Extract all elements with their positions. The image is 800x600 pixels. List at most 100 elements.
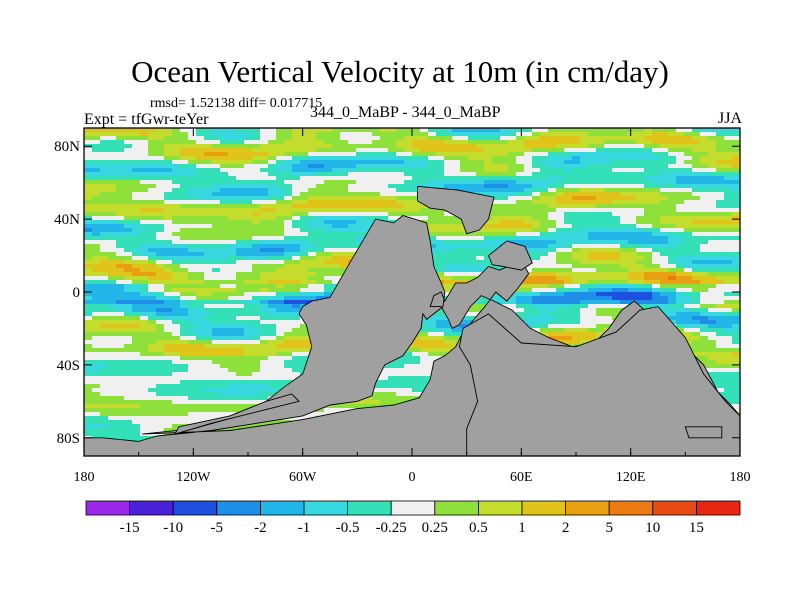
field-cell [708, 284, 717, 289]
field-cell [124, 280, 133, 285]
field-cell [140, 316, 149, 321]
field-cell [188, 132, 197, 137]
field-cell [644, 172, 653, 177]
field-cell [228, 340, 237, 345]
field-cell [236, 320, 245, 325]
field-cell [636, 172, 645, 177]
field-cell [724, 268, 733, 273]
field-cell [380, 140, 389, 145]
field-cell [140, 296, 149, 301]
field-cell [268, 276, 277, 281]
field-cell [628, 128, 637, 133]
field-cell [660, 292, 669, 297]
field-cell [516, 232, 525, 237]
field-cell [268, 212, 277, 217]
field-cell [476, 256, 485, 261]
field-cell [484, 260, 493, 265]
field-cell [276, 300, 285, 305]
field-cell [108, 176, 117, 181]
field-cell [612, 252, 621, 257]
field-cell [204, 276, 213, 281]
field-cell [196, 152, 205, 157]
field-cell [692, 352, 701, 357]
field-cell [244, 152, 253, 157]
field-cell [116, 288, 125, 293]
field-cell [420, 152, 429, 157]
field-cell [636, 204, 645, 209]
field-cell [148, 308, 157, 313]
field-cell [100, 236, 109, 241]
field-cell [116, 148, 125, 153]
field-cell [244, 332, 253, 337]
field-cell [364, 140, 373, 145]
field-cell [92, 312, 101, 317]
field-cell [644, 144, 653, 149]
field-cell [188, 292, 197, 297]
field-cell [228, 324, 237, 329]
field-cell [572, 336, 581, 341]
field-cell [612, 284, 621, 289]
field-cell [596, 292, 605, 297]
field-cell [484, 128, 493, 133]
field-cell [148, 160, 157, 165]
field-cell [460, 180, 469, 185]
field-cell [588, 232, 597, 237]
field-cell [148, 240, 157, 245]
field-cell [516, 192, 525, 197]
field-cell [428, 336, 437, 341]
field-cell [292, 272, 301, 277]
field-cell [180, 344, 189, 349]
field-cell [220, 208, 229, 213]
field-cell [252, 220, 261, 225]
field-cell [108, 320, 117, 325]
field-cell [124, 232, 133, 237]
field-cell [268, 280, 277, 285]
field-cell [492, 136, 501, 141]
field-cell [612, 140, 621, 145]
field-cell [372, 140, 381, 145]
field-cell [340, 228, 349, 233]
field-cell [100, 336, 109, 341]
field-cell [660, 244, 669, 249]
field-cell [372, 164, 381, 169]
field-cell [316, 192, 325, 197]
field-cell [292, 208, 301, 213]
field-cell [372, 172, 381, 177]
field-cell [228, 316, 237, 321]
field-cell [84, 252, 93, 257]
field-cell [84, 220, 93, 225]
field-cell [252, 248, 261, 253]
field-cell [220, 276, 229, 281]
field-cell [716, 224, 725, 229]
field-cell [220, 304, 229, 309]
field-cell [732, 256, 740, 261]
field-cell [252, 252, 261, 257]
field-cell [564, 136, 573, 141]
field-cell [412, 156, 421, 161]
field-cell [660, 284, 669, 289]
field-cell [628, 144, 637, 149]
field-cell [340, 128, 349, 133]
field-cell [324, 168, 333, 173]
field-cell [228, 136, 237, 141]
field-cell [220, 196, 229, 201]
field-cell [252, 272, 261, 277]
field-cell [324, 204, 333, 209]
field-cell [228, 148, 237, 153]
field-cell [180, 248, 189, 253]
field-cell [260, 180, 269, 185]
field-cell [676, 288, 685, 293]
field-cell [548, 224, 557, 229]
field-cell [164, 308, 173, 313]
field-cell [468, 244, 477, 249]
field-cell [236, 368, 245, 373]
field-cell [92, 148, 101, 153]
field-cell [692, 156, 701, 161]
field-cell [492, 204, 501, 209]
field-cell [228, 240, 237, 245]
field-cell [84, 236, 93, 241]
field-cell [716, 188, 725, 193]
field-cell [140, 196, 149, 201]
field-cell [436, 308, 445, 313]
field-cell [180, 284, 189, 289]
